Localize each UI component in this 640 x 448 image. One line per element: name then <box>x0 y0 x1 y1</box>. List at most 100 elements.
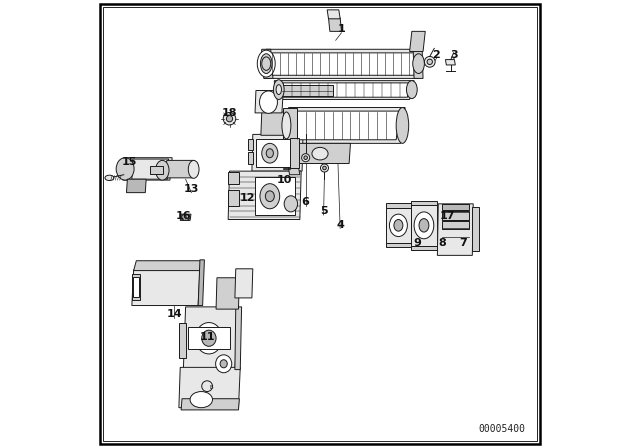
Polygon shape <box>261 112 288 135</box>
Polygon shape <box>437 204 473 255</box>
Ellipse shape <box>406 81 417 99</box>
Bar <box>411 201 437 205</box>
Text: 4: 4 <box>336 220 344 230</box>
Bar <box>248 152 253 164</box>
Ellipse shape <box>260 91 278 113</box>
Polygon shape <box>132 270 200 306</box>
Polygon shape <box>271 53 416 75</box>
Ellipse shape <box>266 191 275 202</box>
Text: B: B <box>210 385 213 390</box>
Bar <box>248 139 253 150</box>
Ellipse shape <box>396 108 409 143</box>
Text: 10: 10 <box>276 175 292 185</box>
Polygon shape <box>296 111 400 140</box>
Text: 1: 1 <box>338 24 346 34</box>
Polygon shape <box>289 143 351 164</box>
Text: 2: 2 <box>433 50 440 60</box>
Polygon shape <box>228 190 239 206</box>
Ellipse shape <box>414 212 434 239</box>
Ellipse shape <box>394 220 403 231</box>
Text: 17: 17 <box>440 211 456 221</box>
Ellipse shape <box>282 112 291 139</box>
Ellipse shape <box>260 184 280 209</box>
Bar <box>442 211 468 220</box>
Polygon shape <box>235 269 253 298</box>
Ellipse shape <box>105 175 114 181</box>
Polygon shape <box>235 307 242 370</box>
Text: 5: 5 <box>320 207 328 216</box>
Polygon shape <box>472 207 479 251</box>
Polygon shape <box>282 85 333 96</box>
Polygon shape <box>181 399 239 410</box>
Polygon shape <box>132 159 168 179</box>
Bar <box>150 166 163 174</box>
Polygon shape <box>228 171 301 220</box>
Ellipse shape <box>220 360 227 368</box>
Polygon shape <box>228 172 239 184</box>
Polygon shape <box>275 81 414 99</box>
Bar <box>387 208 411 243</box>
Text: 8: 8 <box>438 238 446 248</box>
Ellipse shape <box>273 80 284 99</box>
Bar <box>442 204 468 210</box>
Text: 16: 16 <box>175 211 191 221</box>
Ellipse shape <box>262 143 278 163</box>
Bar <box>257 139 298 167</box>
Polygon shape <box>179 323 186 358</box>
Polygon shape <box>132 274 140 300</box>
Polygon shape <box>327 10 340 19</box>
Ellipse shape <box>202 381 212 392</box>
Polygon shape <box>180 214 191 220</box>
Ellipse shape <box>216 355 232 373</box>
Ellipse shape <box>413 54 424 73</box>
Ellipse shape <box>116 158 134 180</box>
Polygon shape <box>288 162 300 175</box>
Ellipse shape <box>321 164 328 172</box>
Polygon shape <box>216 278 239 309</box>
Text: 6: 6 <box>301 198 310 207</box>
Bar <box>411 205 437 246</box>
Text: 9: 9 <box>413 238 422 248</box>
Text: 12: 12 <box>239 193 255 203</box>
Ellipse shape <box>419 219 429 232</box>
Ellipse shape <box>260 54 272 73</box>
Ellipse shape <box>257 50 275 77</box>
Ellipse shape <box>266 149 273 158</box>
Polygon shape <box>284 108 297 143</box>
Polygon shape <box>328 18 342 31</box>
Polygon shape <box>127 179 146 193</box>
Polygon shape <box>264 49 421 78</box>
Polygon shape <box>165 160 194 178</box>
Bar <box>387 203 411 208</box>
Polygon shape <box>445 60 455 65</box>
Bar <box>387 243 411 247</box>
Ellipse shape <box>284 196 298 212</box>
Polygon shape <box>179 367 240 408</box>
Text: 13: 13 <box>184 184 199 194</box>
Polygon shape <box>410 31 425 52</box>
Text: 18: 18 <box>221 108 237 118</box>
Text: 14: 14 <box>166 310 182 319</box>
Bar <box>289 138 300 168</box>
Ellipse shape <box>323 166 326 170</box>
Polygon shape <box>255 90 284 113</box>
Ellipse shape <box>312 147 328 160</box>
Polygon shape <box>413 49 423 78</box>
Ellipse shape <box>223 112 236 125</box>
Polygon shape <box>252 134 303 171</box>
Ellipse shape <box>390 214 408 237</box>
Ellipse shape <box>195 323 222 354</box>
Polygon shape <box>184 307 239 370</box>
Ellipse shape <box>227 116 233 122</box>
Ellipse shape <box>304 156 307 159</box>
Text: 7: 7 <box>460 238 467 248</box>
Polygon shape <box>198 260 204 306</box>
Polygon shape <box>289 108 405 143</box>
Bar <box>132 277 139 297</box>
Text: 11: 11 <box>199 332 215 342</box>
Ellipse shape <box>188 160 199 178</box>
Polygon shape <box>123 158 172 180</box>
Ellipse shape <box>424 56 435 67</box>
Polygon shape <box>282 83 410 97</box>
Ellipse shape <box>427 59 433 65</box>
